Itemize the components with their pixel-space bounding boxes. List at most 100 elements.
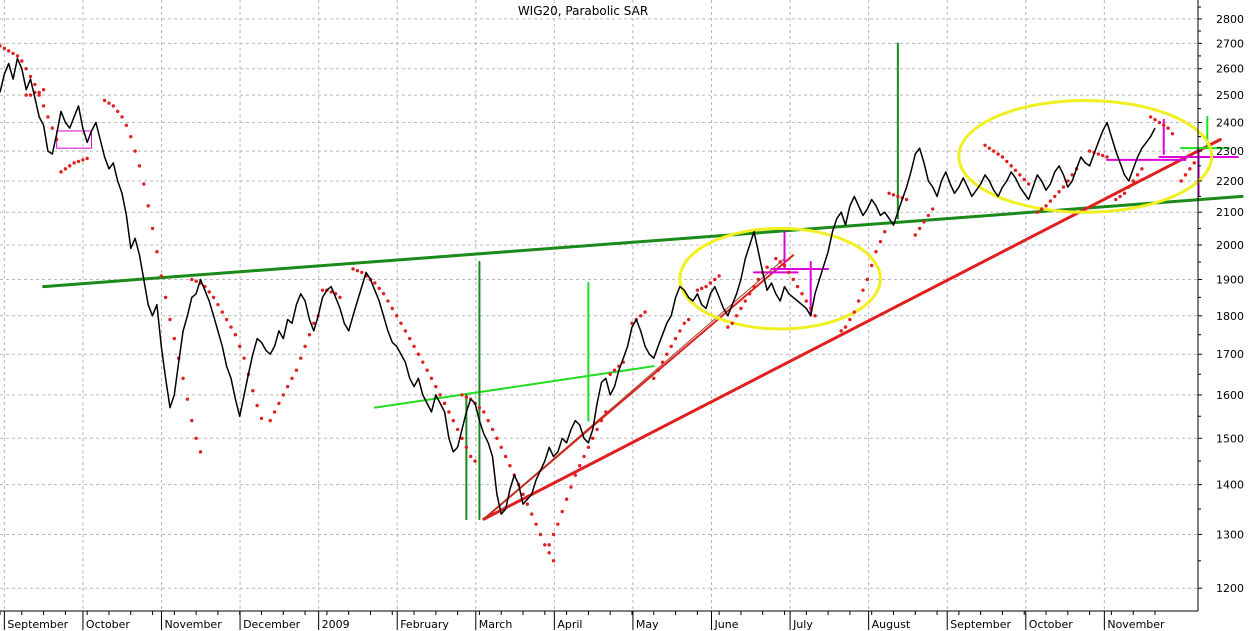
- sar-point: [46, 115, 50, 119]
- sar-point: [865, 277, 870, 282]
- x-tick-label: April: [557, 618, 582, 631]
- x-tick-label: July: [792, 618, 813, 631]
- x-tick-label: October: [1029, 618, 1073, 631]
- sar-point: [743, 299, 748, 303]
- sar-point: [508, 464, 512, 468]
- sar-point: [839, 329, 843, 333]
- sar-point: [294, 368, 299, 372]
- x-tick-label: March: [479, 618, 513, 631]
- sar-point: [708, 281, 713, 285]
- sar-point: [394, 314, 399, 318]
- sar-point: [81, 158, 85, 162]
- x-tick-label: May: [636, 618, 659, 631]
- sar-point: [159, 274, 163, 278]
- y-tick-label: 2800: [1216, 13, 1244, 26]
- sar-point: [787, 270, 791, 275]
- sar-point: [133, 149, 137, 153]
- y-tick-label: 2400: [1216, 117, 1244, 130]
- sar-point: [582, 454, 586, 459]
- y-tick-label: 1600: [1216, 389, 1244, 402]
- y-tick-label: 1500: [1216, 432, 1244, 445]
- sar-point: [1118, 194, 1122, 199]
- grid: [0, 0, 1198, 611]
- x-tick-label: December: [243, 618, 301, 631]
- sar-point: [1188, 167, 1192, 171]
- sar-point: [190, 418, 194, 423]
- sar-point: [63, 167, 68, 171]
- sar-point: [599, 418, 604, 423]
- sar-point: [421, 360, 425, 364]
- x-tick-label: February: [400, 618, 449, 631]
- sar-point: [917, 226, 922, 231]
- x-tick-label: October: [86, 618, 130, 631]
- sar-point: [7, 49, 11, 53]
- sar-point: [190, 277, 194, 282]
- sar-point: [416, 352, 421, 356]
- x-tick-label: 2009: [322, 618, 350, 631]
- sar-point: [373, 281, 377, 285]
- sar-point: [874, 250, 878, 254]
- sar-point: [1039, 207, 1044, 211]
- sar-point: [791, 277, 795, 282]
- sar-point: [220, 310, 224, 314]
- sar-point: [390, 306, 394, 311]
- sar-point: [59, 170, 63, 174]
- sar-point: [1192, 161, 1196, 165]
- sar-point: [869, 263, 874, 268]
- sar-point: [233, 333, 238, 337]
- sar-point: [107, 101, 111, 105]
- sar-point: [137, 164, 142, 168]
- sar-point: [429, 376, 434, 381]
- sar-point: [438, 393, 442, 397]
- sar-point: [922, 220, 926, 224]
- sar-point: [547, 543, 551, 547]
- price-line: [0, 57, 1156, 515]
- sar-point: [1048, 199, 1053, 203]
- sar-point: [891, 193, 896, 197]
- sar-point: [303, 344, 307, 349]
- sar-point: [172, 336, 177, 341]
- sar-point: [713, 277, 717, 282]
- sar-point: [198, 450, 203, 454]
- sar-point: [913, 233, 917, 237]
- sar-point: [469, 454, 473, 459]
- sar-point: [595, 427, 599, 432]
- sar-point: [992, 149, 996, 153]
- sar-point: [1131, 179, 1135, 183]
- sar-point: [142, 182, 146, 186]
- sar-point: [1096, 152, 1101, 156]
- y-tick-label: 2300: [1216, 145, 1244, 158]
- sar-point: [377, 286, 381, 291]
- sar-point: [229, 325, 233, 329]
- sar-point: [1013, 168, 1018, 173]
- sar-point: [1057, 190, 1061, 194]
- sar-point: [543, 543, 547, 547]
- sar-point: [464, 395, 469, 399]
- sar-point: [878, 239, 883, 244]
- y-tick-label: 2500: [1216, 89, 1244, 102]
- y-tick-label: 2700: [1216, 37, 1244, 50]
- x-axis-tick-labels: September October November December 2009 Febr…: [7, 618, 1165, 631]
- sar-point: [573, 473, 578, 477]
- sar-point: [1170, 132, 1175, 136]
- sar-point: [1148, 115, 1153, 119]
- sar-point: [33, 82, 37, 87]
- sar-point: [473, 459, 477, 463]
- sar-point: [1066, 179, 1070, 183]
- sar-point: [1018, 173, 1022, 177]
- x-tick-label: November: [1107, 618, 1165, 631]
- sar-point: [299, 356, 303, 360]
- sar-point: [739, 306, 743, 311]
- y-tick-label: 2600: [1216, 63, 1244, 76]
- sar-point: [360, 270, 364, 275]
- sar-point: [399, 321, 403, 325]
- sar-point: [37, 90, 41, 95]
- sar-point: [1044, 204, 1048, 208]
- sar-point: [551, 532, 556, 537]
- sar-point: [381, 292, 386, 296]
- sar-point: [407, 336, 412, 341]
- sar-point: [1035, 210, 1040, 214]
- sar-point: [425, 368, 429, 372]
- sar-point: [68, 164, 72, 168]
- sar-point: [778, 260, 782, 264]
